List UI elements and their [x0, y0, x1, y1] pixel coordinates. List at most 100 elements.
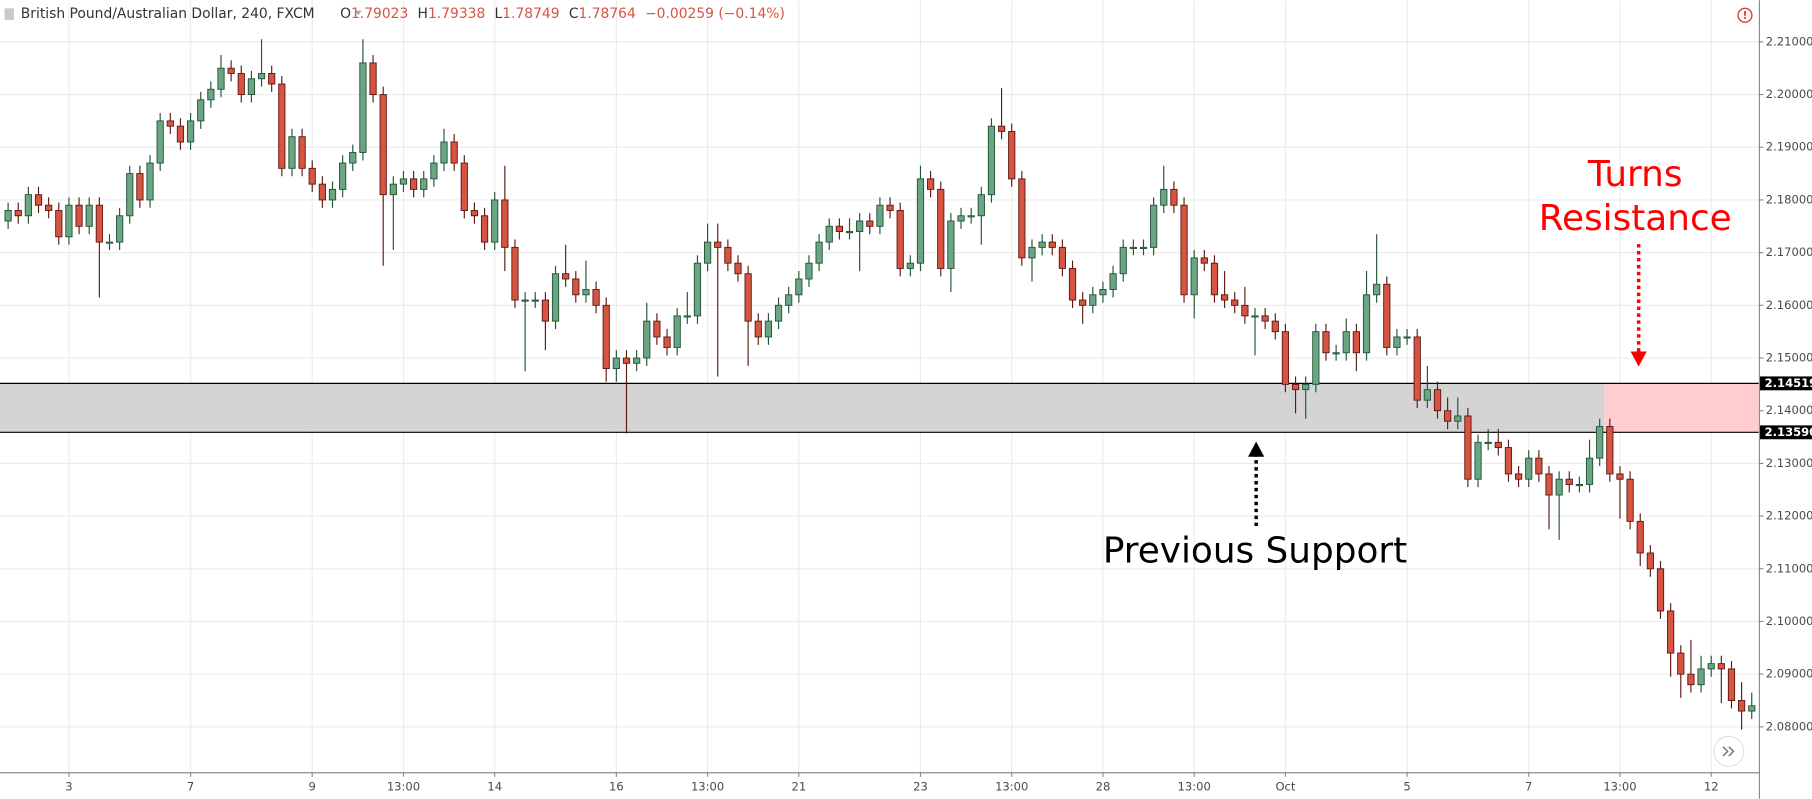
candle-body: [1129, 246, 1137, 249]
candle-body: [1656, 568, 1665, 612]
candle-body: [166, 120, 174, 127]
candle-body: [136, 173, 144, 201]
candle-body: [116, 215, 124, 243]
candle-body: [34, 194, 43, 206]
candle-body: [1362, 294, 1371, 354]
candle-body: [55, 210, 63, 238]
candle-body: [1048, 241, 1056, 248]
candle-body: [1170, 188, 1178, 206]
candle-body: [45, 204, 53, 211]
candle-body: [359, 62, 367, 153]
scroll-button-icon[interactable]: [1722, 746, 1735, 757]
candle-body: [673, 315, 681, 348]
candle-body: [75, 204, 83, 227]
quote-key: H: [418, 6, 428, 22]
candle-body: [1373, 283, 1381, 296]
candle-body: [176, 125, 185, 143]
candle-body: [805, 262, 813, 280]
candle-body: [957, 215, 965, 222]
candle-body: [1687, 673, 1695, 686]
quote-value: 1.79023: [351, 6, 408, 22]
candle-body: [207, 88, 215, 101]
candle-body: [1494, 441, 1502, 449]
candle-body: [551, 273, 560, 322]
zone: [0, 382, 1759, 433]
candle-body: [541, 299, 549, 322]
candle-body: [1018, 178, 1026, 259]
time-axis-bg: [0, 772, 1759, 799]
candle-body: [349, 152, 357, 164]
candle-body: [1302, 383, 1310, 391]
x-tick-label: 21: [791, 780, 806, 794]
candle-body: [1099, 289, 1107, 296]
quote-key: O: [340, 6, 351, 22]
candle-body: [1241, 304, 1249, 317]
candle-body: [308, 167, 316, 185]
candle-body: [906, 262, 914, 269]
candle-body: [602, 304, 610, 370]
candle-body: [339, 162, 347, 190]
candle-body: [24, 194, 32, 217]
candle-body: [399, 178, 408, 185]
header-text: British Pound/Australian Dollar, 240, FX…: [21, 6, 785, 22]
scroll-button[interactable]: [1713, 735, 1745, 767]
candle-body: [724, 246, 732, 264]
candle-body: [1038, 241, 1046, 248]
candle-body: [1109, 273, 1117, 290]
candle-body: [1383, 283, 1391, 348]
y-tick-label: 2.11000: [1766, 561, 1812, 575]
candle-body: [754, 320, 762, 338]
y-tick-label: 2.20000: [1766, 87, 1812, 101]
candle-body: [693, 262, 702, 317]
x-tick-label: 3: [65, 780, 72, 794]
dropdown-icon[interactable]: [354, 10, 362, 16]
candle-body: [1231, 299, 1239, 306]
candle-body: [1444, 410, 1452, 422]
candle-body: [1261, 315, 1269, 322]
scroll-button-bg[interactable]: [1713, 735, 1745, 767]
candle-body: [1606, 426, 1614, 475]
candle-body: [835, 225, 843, 233]
x-tick-label: 9: [309, 780, 316, 794]
candle-body: [572, 278, 580, 296]
resistance-zone: [1604, 383, 1759, 433]
candle-body: [410, 178, 418, 190]
candle-body: [1535, 457, 1543, 475]
candle-body: [764, 320, 773, 338]
candle-body: [927, 178, 935, 190]
x-tick-label: 13:00: [691, 780, 724, 794]
candle-body: [886, 204, 894, 211]
candle-body: [1150, 204, 1158, 248]
candle-body: [440, 141, 448, 164]
alert-icon[interactable]: [1737, 7, 1753, 23]
alert-mark: !: [1743, 10, 1748, 22]
x-tick-label: 13:00: [1603, 780, 1636, 794]
candle-body: [703, 241, 712, 264]
candle-body: [1403, 336, 1411, 339]
candle-body: [774, 304, 783, 322]
candle-body: [612, 357, 620, 370]
candle-body: [1454, 415, 1462, 422]
candle-body: [896, 210, 904, 269]
x-tick-label: 7: [187, 780, 194, 794]
candle-body: [1616, 473, 1624, 480]
candle-body: [916, 178, 925, 264]
candle-body: [1089, 294, 1097, 306]
candle-body: [1281, 331, 1290, 385]
candle-body: [1180, 204, 1188, 296]
quote-key: L: [495, 6, 503, 22]
x-tick-label: 7: [1525, 780, 1532, 794]
candle-body: [1028, 246, 1036, 259]
candle-body: [480, 215, 489, 243]
candle-body: [460, 162, 468, 211]
x-tick-label: 13:00: [1178, 780, 1211, 794]
candle-body: [1433, 389, 1442, 412]
candle-body: [947, 220, 955, 269]
symbol-icon: [4, 8, 14, 20]
symbol: British Pound/Australian Dollar, 240, FX…: [21, 6, 315, 22]
candle-body: [1352, 331, 1360, 354]
change: −0.00259 (−0.14%): [645, 6, 785, 22]
y-tick-label: 2.10000: [1766, 614, 1812, 628]
